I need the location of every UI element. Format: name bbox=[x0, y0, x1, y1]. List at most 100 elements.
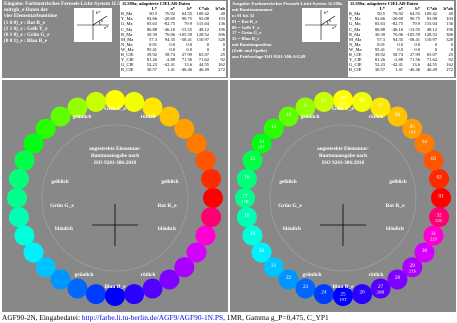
table-cell: 110.97 bbox=[196, 36, 209, 42]
hue-number: 10 bbox=[321, 97, 327, 103]
table-cell: 46.49 bbox=[426, 67, 437, 73]
hue-position: 21S bbox=[409, 268, 417, 273]
table-row: R_CIE 39.92 58.74 27.99 65.07 25 bbox=[120, 52, 226, 57]
hue-number: 17 bbox=[242, 194, 248, 200]
table-cell: 306 bbox=[218, 31, 225, 37]
table-cell: 0 bbox=[450, 46, 453, 52]
table-row: G_CIE 52.23 -42.41 13.6 44.55 162 bbox=[120, 62, 226, 67]
table-cell: Y_Ma bbox=[121, 16, 133, 22]
table-row: G_CIE 52.23 -42.41 13.6 44.55 162 bbox=[348, 62, 454, 67]
input-header-text: Eingabe: Farbmetrisches Fernseh-Licht-Sy… bbox=[4, 1, 132, 44]
table-cell: -105.59 bbox=[178, 31, 192, 37]
hue-dots bbox=[7, 90, 223, 306]
table-cell: 58.74 bbox=[392, 52, 403, 58]
hue-dot bbox=[235, 188, 255, 208]
hue-number: 31 bbox=[431, 231, 437, 237]
table-cell: 0 bbox=[450, 41, 453, 47]
table-cell: 0 bbox=[222, 46, 225, 52]
table-cell: 328 bbox=[446, 36, 453, 42]
table-cell: 100.42 bbox=[196, 11, 209, 17]
table-cell: 48.12 bbox=[426, 26, 437, 32]
input-panel: Eingabe: Farbmetrisches Fernseh-Licht-Sy… bbox=[2, 0, 228, 312]
inner-circle bbox=[41, 124, 189, 272]
hue-angle-diagram: b* a* h bbox=[302, 8, 340, 42]
table-cell: 71.56 bbox=[409, 57, 420, 63]
table-cell: 76.06 bbox=[392, 31, 403, 37]
hue-number: 02 bbox=[437, 174, 443, 180]
table-cell: M_Ma bbox=[349, 36, 362, 42]
table-cell: 64.55 bbox=[409, 11, 420, 17]
table-cell: 92.66 bbox=[146, 16, 157, 22]
hue-number: 18 bbox=[244, 213, 250, 219]
hue-dot bbox=[352, 91, 373, 112]
hue-number: 22 bbox=[286, 275, 292, 281]
center-text-3: ISO 9241-306:2018 bbox=[322, 160, 365, 166]
table-cell: -2.88 bbox=[165, 57, 175, 63]
input-hue-circle: Gelb Y_e grünlich rötlich angestrebte El… bbox=[2, 80, 228, 312]
table-cell: C_Ma bbox=[121, 26, 133, 32]
table-cell: 0 bbox=[206, 41, 209, 47]
hue-dot bbox=[8, 168, 29, 189]
header-line: vier Elementarbunttöne bbox=[4, 13, 58, 20]
table-row: R_Ma 50.5 76.92 64.55 100.42 40 bbox=[120, 11, 226, 16]
table-cell: 136 bbox=[218, 21, 225, 27]
hue-number: 26 bbox=[360, 290, 366, 296]
table-cell: 40 bbox=[220, 11, 226, 17]
hue-number: 25 bbox=[340, 292, 346, 298]
output-panel: Ausgabe: Farbmetrisches Fernseh-Licht-Sy… bbox=[230, 0, 456, 312]
table-cell: 44.55 bbox=[198, 62, 209, 68]
table-body: R_Ma 50.5 76.92 64.55 100.42 40 Y_Ma 92.66 -20.6… bbox=[120, 11, 226, 72]
hue-number: 21 bbox=[271, 263, 277, 269]
hue-dot bbox=[370, 278, 391, 299]
table-col-header: h*ab bbox=[215, 6, 225, 12]
label-yellowish-right: gelblich bbox=[389, 179, 406, 185]
table-cell: 0.01 bbox=[149, 41, 157, 47]
hue-angle-icon: b* a* h bbox=[305, 10, 337, 40]
table-cell: 44.55 bbox=[426, 62, 437, 68]
table-cell: 92.66 bbox=[374, 16, 385, 22]
table-cell: -13.55 bbox=[408, 26, 420, 32]
table-row: M_Ma 57.3 94.35 -58.41 110.97 328 bbox=[120, 37, 226, 42]
table-col-header: L* bbox=[151, 6, 157, 12]
label-yellow: Gelb Y_e bbox=[104, 106, 126, 112]
hue-number: 11 bbox=[303, 103, 308, 109]
hue-number: 14 bbox=[259, 139, 265, 145]
table-cell: 0.0 bbox=[186, 46, 192, 52]
table-cell: 90.75 bbox=[409, 16, 420, 22]
table-cell: -42.41 bbox=[163, 62, 175, 68]
table-cell: C_Ma bbox=[349, 26, 361, 32]
hue-dot bbox=[67, 278, 88, 299]
hue-dot bbox=[370, 97, 391, 118]
hue-dot bbox=[242, 150, 263, 171]
table-cell: 76.92 bbox=[392, 11, 403, 17]
hue-dot bbox=[387, 269, 408, 290]
hue-number: 13 bbox=[271, 124, 277, 130]
hue-dot bbox=[23, 133, 44, 154]
hue-number: 12 bbox=[286, 112, 292, 118]
hue-dot bbox=[278, 269, 299, 290]
header-line: 01 = Rot R_e bbox=[232, 18, 258, 24]
table-row: C_Ma 86.88 -46.16 -13.55 48.12 196 bbox=[120, 27, 226, 32]
hue-dot bbox=[203, 188, 223, 208]
table-row: N_Ma 0.01 0.0 0.0 0 0 bbox=[348, 42, 454, 47]
table-cell: Y_CIE bbox=[121, 57, 134, 63]
table-cell: 1.41 bbox=[395, 67, 403, 73]
table-cell: 81.26 bbox=[146, 57, 157, 63]
table-cell: 27.99 bbox=[181, 52, 192, 58]
table-cell: -20.69 bbox=[163, 16, 175, 22]
hue-dot bbox=[186, 133, 207, 154]
hue-number: 24 bbox=[321, 290, 327, 296]
hue-dot bbox=[387, 106, 408, 127]
header-line: (Zeile und Spalte) bbox=[232, 48, 267, 54]
input-file-link[interactable]: http://farbe.li.tu-berlin.de/AGF9/AGF90-… bbox=[81, 313, 224, 322]
label-greenish-top: grünlich bbox=[73, 114, 92, 120]
table-cell: 71.56 bbox=[181, 57, 192, 63]
hue-dot bbox=[195, 150, 216, 171]
hue-number: 15 bbox=[250, 156, 256, 162]
table-col-header: L* bbox=[379, 6, 385, 12]
hue-dot bbox=[251, 133, 272, 154]
label-bluish-right: bläulich bbox=[158, 226, 176, 232]
table-cell: 115.04 bbox=[424, 21, 437, 27]
table-cell: B_CIE bbox=[121, 67, 134, 73]
